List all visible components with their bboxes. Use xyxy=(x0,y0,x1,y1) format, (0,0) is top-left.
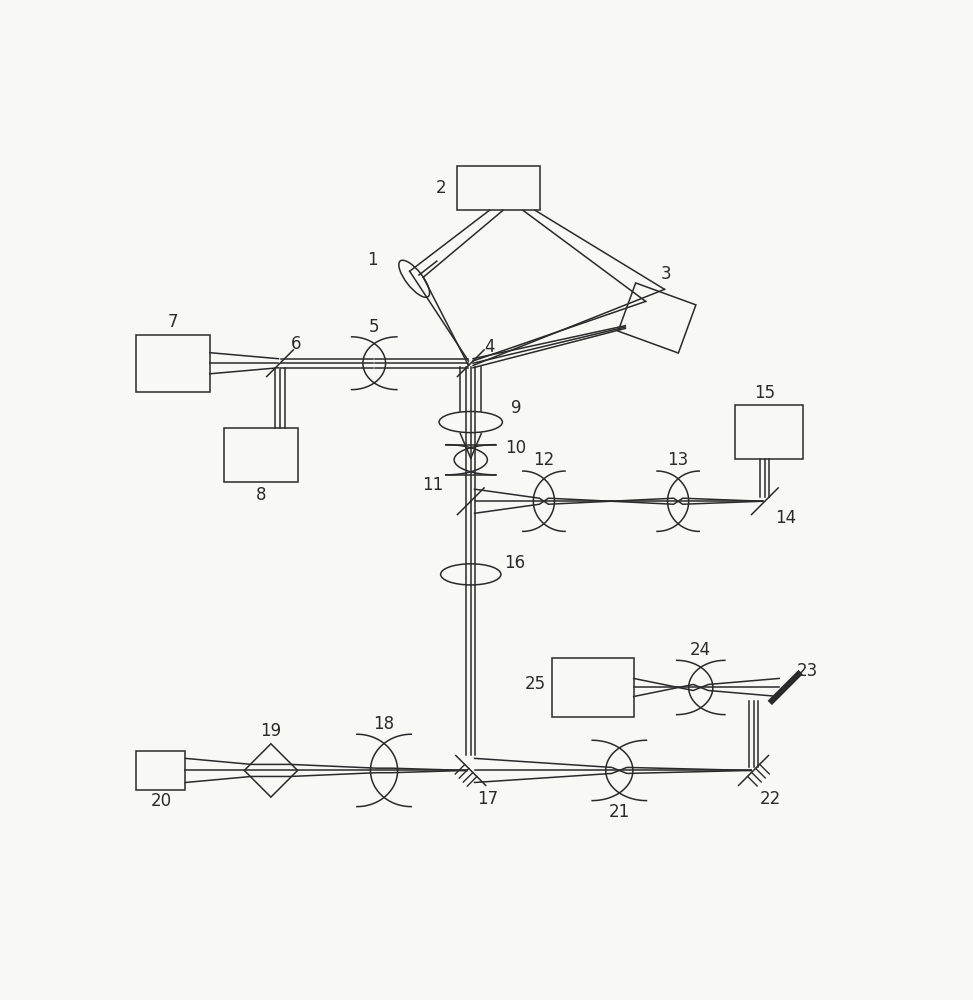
Bar xyxy=(136,751,185,790)
Text: 11: 11 xyxy=(422,476,444,494)
Bar xyxy=(136,335,210,392)
Text: 16: 16 xyxy=(504,554,525,572)
Text: 4: 4 xyxy=(485,338,495,356)
Text: 6: 6 xyxy=(291,335,302,353)
Bar xyxy=(457,166,540,210)
Text: 7: 7 xyxy=(167,313,178,331)
Bar xyxy=(244,744,298,797)
Text: 8: 8 xyxy=(256,486,267,504)
Text: 25: 25 xyxy=(525,675,546,693)
Bar xyxy=(735,405,803,459)
Text: 12: 12 xyxy=(533,451,555,469)
Text: 19: 19 xyxy=(261,722,281,740)
Bar xyxy=(553,658,633,717)
Text: 23: 23 xyxy=(797,662,818,680)
Text: 13: 13 xyxy=(667,451,689,469)
Text: 20: 20 xyxy=(150,792,171,810)
Bar xyxy=(618,283,696,353)
Text: 22: 22 xyxy=(760,790,780,808)
Text: 5: 5 xyxy=(369,318,379,336)
Text: 17: 17 xyxy=(477,790,498,808)
Text: 18: 18 xyxy=(374,715,395,733)
Text: 14: 14 xyxy=(775,509,797,527)
Text: 24: 24 xyxy=(690,641,711,659)
Text: 9: 9 xyxy=(511,399,522,417)
Text: 10: 10 xyxy=(505,439,526,457)
Text: 3: 3 xyxy=(661,265,671,283)
Text: 15: 15 xyxy=(754,384,775,402)
Text: 1: 1 xyxy=(368,251,378,269)
Text: 2: 2 xyxy=(435,179,446,197)
Text: 21: 21 xyxy=(609,803,630,821)
Bar xyxy=(224,428,298,482)
